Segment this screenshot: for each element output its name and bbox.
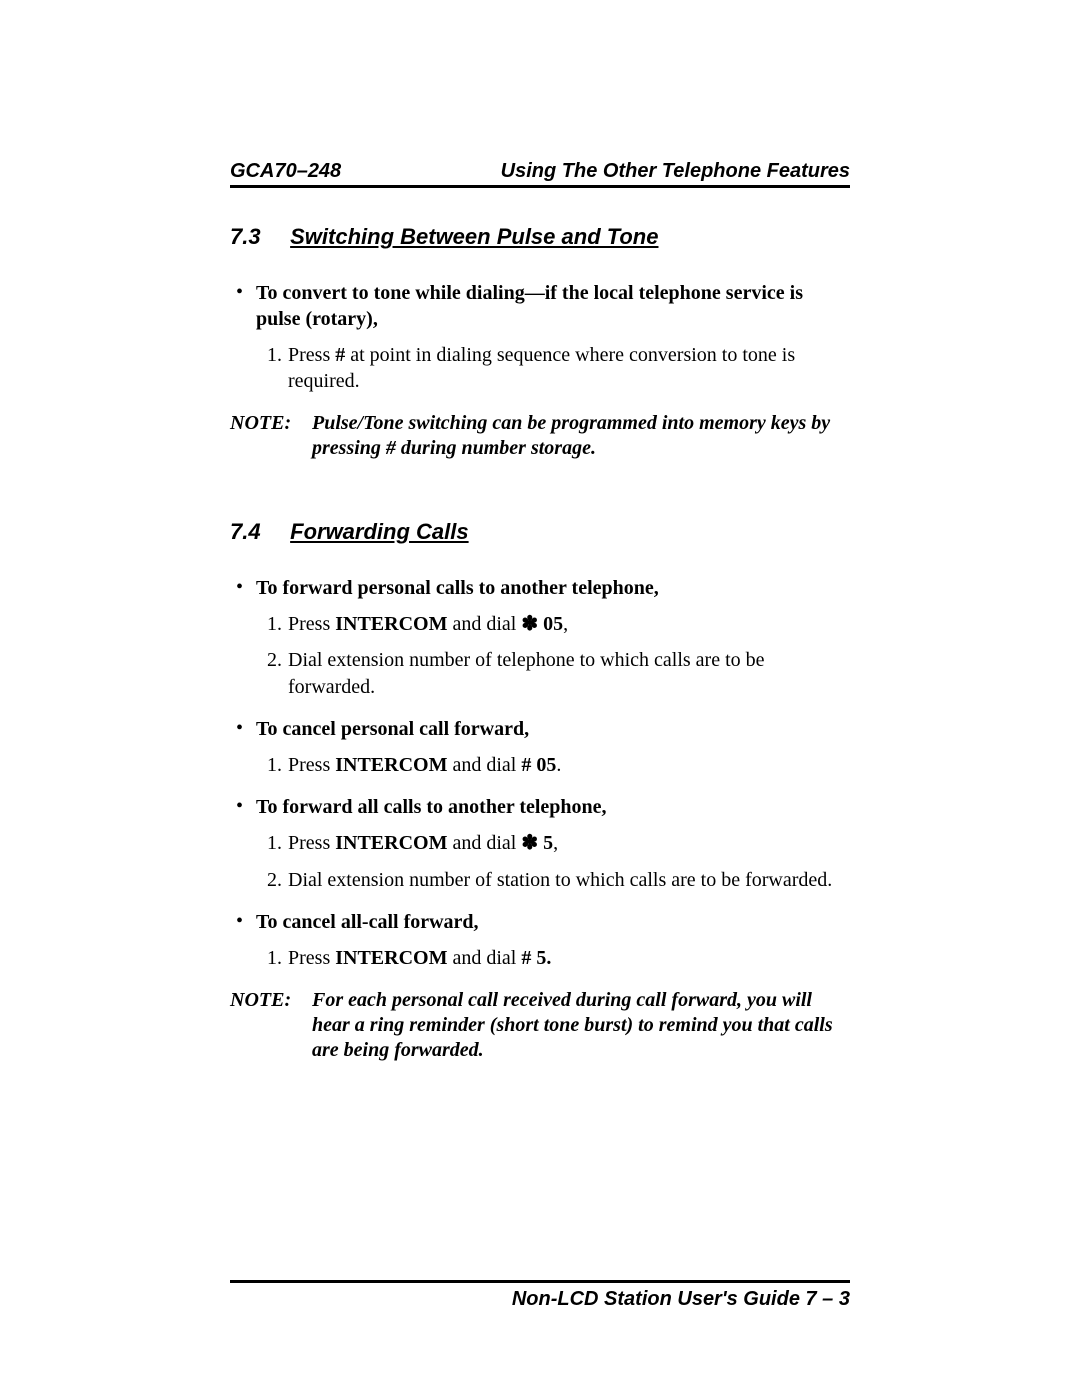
footer-text: Non-LCD Station User's Guide 7 – 3 [512,1288,850,1311]
bullet-lead: To forward all calls to another telephon… [256,794,850,820]
list-item: 1. Press INTERCOM and dial # 05. [256,752,850,778]
bullet-row: • To cancel all-call forward, [236,909,850,935]
bullet-row: • To convert to tone while dialing—if th… [236,280,850,332]
step-key: INTERCOM [335,832,447,854]
list-item: 1. Press # at point in dialing sequence … [256,342,850,395]
step-text: , [563,613,568,635]
list-item: 1. Press INTERCOM and dial ✽ 05, [256,611,850,637]
header-right: Using The Other Telephone Features [501,160,850,183]
list-text: Press INTERCOM and dial ✽ 5, [288,830,850,856]
list-text: Dial extension number of telephone to wh… [288,647,850,700]
bullet-icon: • [236,909,256,933]
bullet-lead: To cancel all-call forward, [256,909,850,935]
note-label: NOTE: [230,988,312,1063]
note-block: NOTE: For each personal call received du… [230,988,850,1063]
bullet-row: • To cancel personal call forward, [236,716,850,742]
ordered-list: 1. Press INTERCOM and dial # 05. [256,752,850,778]
list-text: Dial extension number of station to whic… [288,867,850,893]
list-number: 1. [256,611,288,637]
list-item: 1. Press INTERCOM and dial # 5. [256,945,850,971]
list-item: 2. Dial extension number of telephone to… [256,647,850,700]
list-text: Press INTERCOM and dial # 05. [288,752,850,778]
step-text: Press [288,613,335,635]
step-text: and dial [447,754,521,776]
step-text: at point in dialing sequence where conve… [288,344,795,392]
section-title: Forwarding Calls [290,519,468,544]
section-heading-7-4: 7.4 Forwarding Calls [230,519,850,545]
list-number: 1. [256,830,288,856]
bullet-row: • To forward personal calls to another t… [236,575,850,601]
bullet-icon: • [236,280,256,304]
list-text: Press INTERCOM and dial ✽ 05, [288,611,850,637]
step-key: INTERCOM [335,613,447,635]
step-text: . [556,754,561,776]
step-key: INTERCOM [335,947,447,969]
note-text: Pulse/Tone switching can be programmed i… [312,411,850,461]
step-text: and dial [447,947,521,969]
list-number: 1. [256,945,288,971]
header-left: GCA70–248 [230,160,341,183]
bullet-lead: To cancel personal call forward, [256,716,850,742]
step-key: # 05 [521,754,556,776]
step-text: Press [288,947,335,969]
bullet-item: • To convert to tone while dialing—if th… [236,280,850,395]
ordered-list: 1. Press INTERCOM and dial # 5. [256,945,850,971]
page: GCA70–248 Using The Other Telephone Feat… [0,0,1080,1397]
note-label: NOTE: [230,411,312,461]
section-number: 7.3 [230,224,284,250]
step-key: # 5. [521,947,551,969]
bullet-item: • To cancel all-call forward, 1. Press I… [236,909,850,971]
list-item: 2. Dial extension number of station to w… [256,867,850,893]
step-key: # [335,344,345,366]
step-text: Press [288,344,335,366]
running-header: GCA70–248 Using The Other Telephone Feat… [230,160,850,188]
section-number: 7.4 [230,519,284,545]
step-text: and dial [447,613,521,635]
note-text: For each personal call received during c… [312,988,850,1063]
step-text: Press [288,832,335,854]
bullet-lead: To forward personal calls to another tel… [256,575,850,601]
step-text: , [553,832,558,854]
bullet-item: • To cancel personal call forward, 1. Pr… [236,716,850,778]
note-block: NOTE: Pulse/Tone switching can be progra… [230,411,850,461]
bullet-item: • To forward personal calls to another t… [236,575,850,700]
ordered-list: 1. Press INTERCOM and dial ✽ 5, 2. Dial … [256,830,850,893]
section-heading-7-3: 7.3 Switching Between Pulse and Tone [230,224,850,250]
bullet-icon: • [236,716,256,740]
section-title: Switching Between Pulse and Tone [290,224,658,249]
ordered-list: 1. Press INTERCOM and dial ✽ 05, 2. Dial… [256,611,850,700]
step-text: and dial [447,832,521,854]
bullet-row: • To forward all calls to another teleph… [236,794,850,820]
bullet-lead: To convert to tone while dialing—if the … [256,280,850,332]
bullet-icon: • [236,794,256,818]
list-text: Press # at point in dialing sequence whe… [288,342,850,395]
list-number: 1. [256,342,288,368]
list-number: 1. [256,752,288,778]
step-text: Press [288,754,335,776]
list-item: 1. Press INTERCOM and dial ✽ 5, [256,830,850,856]
step-key: ✽ 5 [521,832,553,854]
bullet-icon: • [236,575,256,599]
list-text: Press INTERCOM and dial # 5. [288,945,850,971]
bullet-item: • To forward all calls to another teleph… [236,794,850,893]
ordered-list: 1. Press # at point in dialing sequence … [256,342,850,395]
step-key: ✽ 05 [521,613,563,635]
list-number: 2. [256,867,288,893]
list-number: 2. [256,647,288,673]
step-key: INTERCOM [335,754,447,776]
footer-rule [230,1280,850,1283]
